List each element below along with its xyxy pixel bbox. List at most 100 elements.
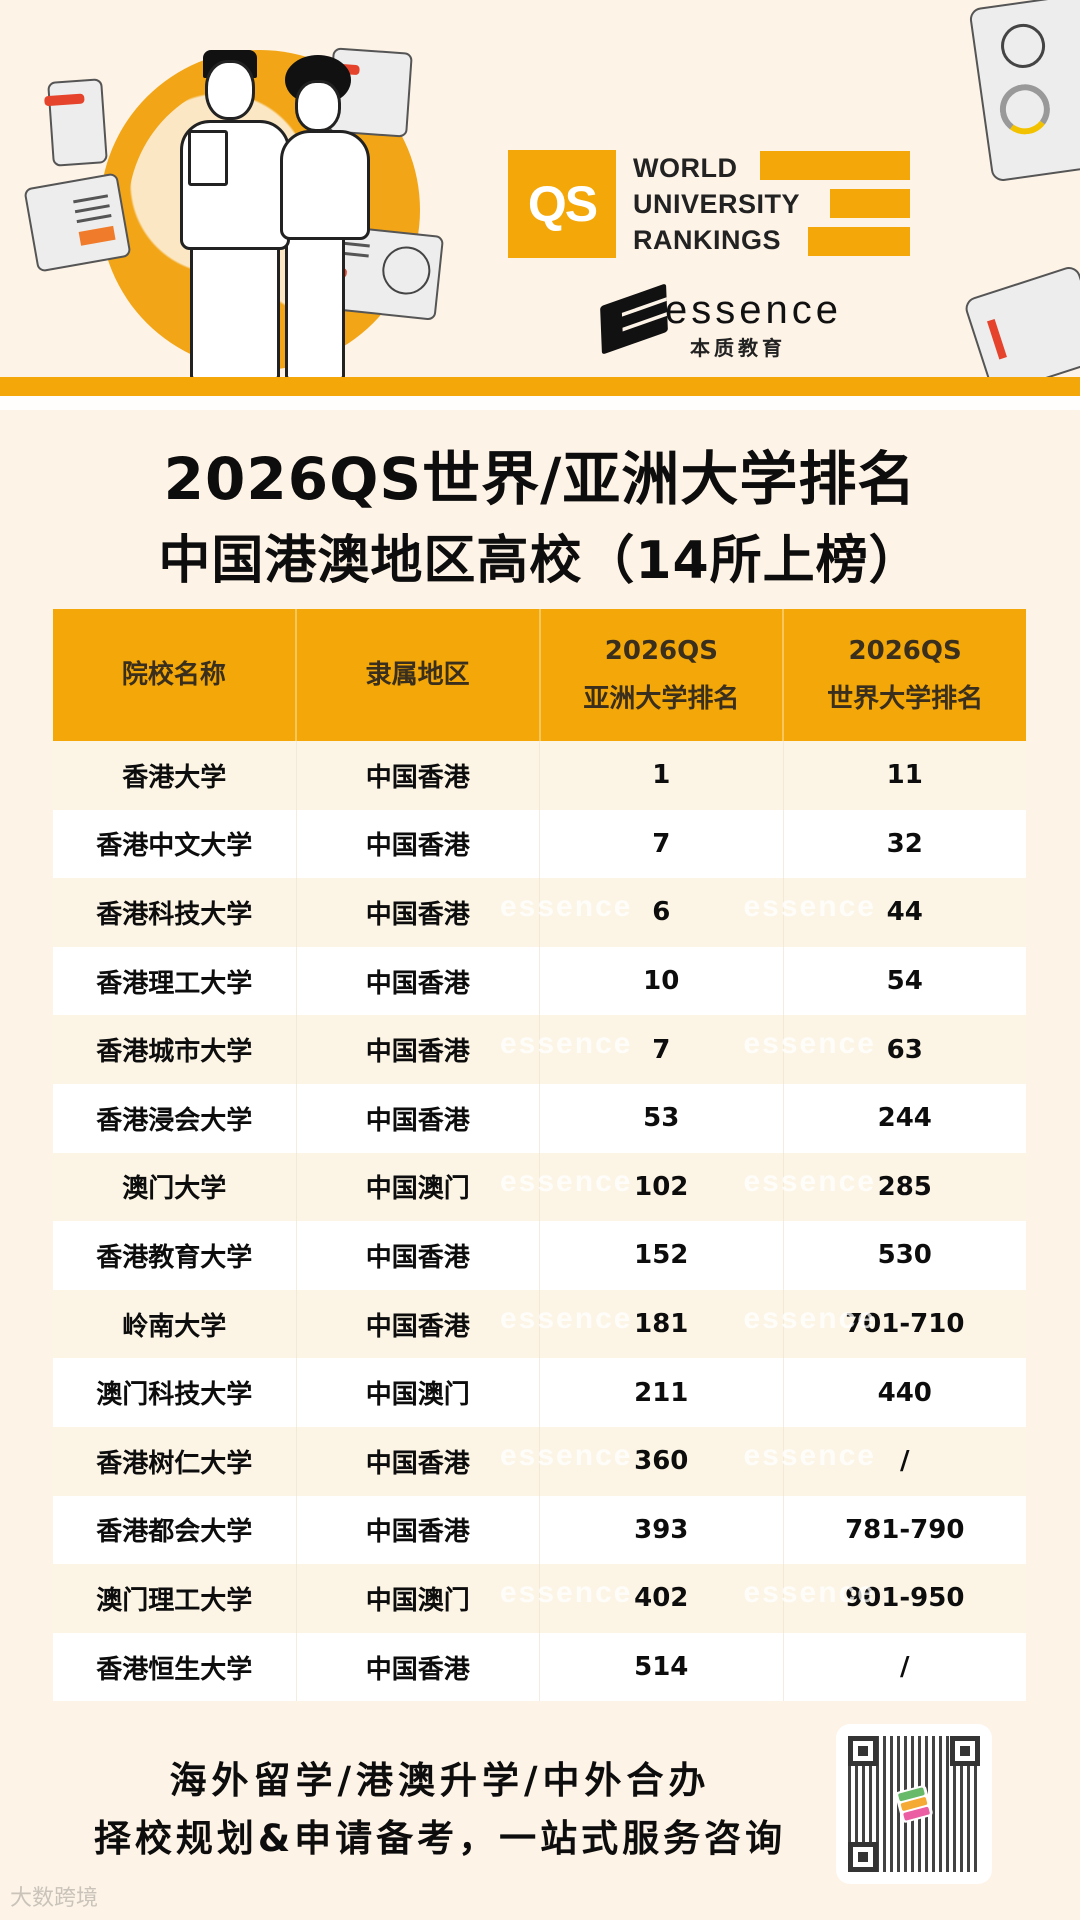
table-row: 香港浸会大学 中国香港 53 244 xyxy=(53,1083,1026,1153)
qs-logo-text: WORLD UNIVERSITY RANKINGS xyxy=(633,153,801,255)
divider xyxy=(0,396,1080,410)
cell-asia-rank: 211 xyxy=(540,1358,784,1427)
essence-logo-icon xyxy=(600,283,668,355)
cell-region: 中国香港 xyxy=(297,1495,540,1565)
person-figure xyxy=(280,130,370,240)
qr-code-icon[interactable] xyxy=(836,1724,992,1884)
header-school-name: 院校名称 xyxy=(53,609,297,741)
cell-region: 中国澳门 xyxy=(297,1358,540,1427)
cell-world-rank: 54 xyxy=(886,966,923,997)
cell-world-rank: 63 essence xyxy=(743,1027,923,1065)
cell-school-name: 澳门大学 xyxy=(53,1152,297,1222)
table-row: 香港树仁大学 中国香港 360 essence / essence xyxy=(53,1426,1026,1496)
cell-school-name: 岭南大学 xyxy=(53,1289,297,1359)
rankings-table: 院校名称 隶属地区 2026QS 亚洲大学排名 2026QS 世界大学排名 香港大学… xyxy=(53,609,1026,1702)
cell-school-name: 香港教育大学 xyxy=(53,1221,297,1290)
chart-card-icon xyxy=(44,78,108,167)
cell-region: 中国香港 xyxy=(297,1289,540,1359)
table-body: 香港大学 中国香港 1 11 香港中文大学 中国香港 7 32 香港科技大学 中国香港 6 essen… xyxy=(53,741,1026,1702)
essence-logo-text: essence xyxy=(665,288,842,332)
source-watermark: 大数跨境 xyxy=(10,1886,99,1911)
person-head xyxy=(205,60,255,120)
cell-asia-rank: 6 essence xyxy=(500,878,784,947)
cell-region: 中国香港 xyxy=(297,1221,540,1290)
table-row: 香港城市大学 中国香港 7 essence 63 essence xyxy=(53,1015,1026,1084)
cell-region: 中国香港 xyxy=(297,809,540,879)
cell-school-name: 香港中文大学 xyxy=(53,809,297,879)
cell-asia-rank: 181 essence xyxy=(500,1289,784,1359)
table-row: 澳门理工大学 中国澳门 402 essence 901-950 essence xyxy=(53,1564,1026,1633)
cell-world-rank: 285 essence xyxy=(743,1164,932,1202)
cell-school-name: 澳门科技大学 xyxy=(53,1358,297,1427)
qs-logo: QS xyxy=(508,150,616,258)
qr-pattern xyxy=(848,1736,980,1872)
cell-asia-rank: 402 essence xyxy=(500,1564,784,1633)
cell-school-name: 香港大学 xyxy=(53,741,297,810)
cell-asia-rank: 7 xyxy=(540,809,784,879)
cell-asia-rank: 10 xyxy=(540,946,784,1016)
cell-asia-rank: 7 essence xyxy=(500,1015,784,1084)
table-row: 香港理工大学 中国香港 10 54 xyxy=(53,946,1026,1016)
cell-school-name: 香港科技大学 xyxy=(53,878,297,947)
cell-school-name: 澳门理工大学 xyxy=(53,1564,297,1633)
person-figure xyxy=(190,240,280,377)
chart-card-icon xyxy=(962,263,1080,377)
table-row: 香港大学 中国香港 1 11 xyxy=(53,741,1026,810)
cell-school-name: 香港恒生大学 xyxy=(53,1632,297,1702)
page-title: 2026QS世界/亚洲大学排名 xyxy=(163,445,917,513)
table-row: 香港教育大学 中国香港 152 530 xyxy=(53,1221,1026,1290)
qs-logo-bar xyxy=(830,189,910,218)
cell-region: 中国香港 xyxy=(297,946,540,1016)
table-row: 香港中文大学 中国香港 7 32 xyxy=(53,809,1026,879)
qs-logo-bar xyxy=(760,151,910,180)
cell-region: 中国香港 xyxy=(297,1632,540,1702)
cell-asia-rank: 360 essence xyxy=(500,1426,784,1496)
cell-school-name: 香港树仁大学 xyxy=(53,1426,297,1496)
cell-region: 中国香港 xyxy=(297,1015,540,1084)
cell-region: 中国香港 xyxy=(297,1083,540,1153)
cell-world-rank: 32 xyxy=(886,828,923,859)
footer-consult: 择校规划&申请备考，一站式服务咨询 xyxy=(93,1817,787,1860)
chart-card-icon xyxy=(23,172,132,273)
cell-world-rank: 44 essence xyxy=(743,890,923,928)
cell-region: 中国香港 xyxy=(297,741,540,810)
cell-world-rank: 781-790 xyxy=(845,1514,965,1545)
chart-card-icon xyxy=(968,0,1080,183)
table-row: 香港科技大学 中国香港 6 essence 44 essence xyxy=(53,878,1026,947)
cell-world-rank: / xyxy=(900,1652,910,1683)
footer-services: 海外留学/港澳升学/中外合办 xyxy=(169,1759,711,1802)
cell-asia-rank: 1 xyxy=(540,741,784,810)
cell-world-rank: 244 xyxy=(877,1103,932,1134)
header-world-rank: 2026QS 世界大学排名 xyxy=(827,636,984,714)
table-row: 香港都会大学 中国香港 393 781-790 xyxy=(53,1495,1026,1565)
essence-logo-icon xyxy=(894,1784,934,1824)
illustration-people-globe xyxy=(23,20,450,377)
table-row: 澳门大学 中国澳门 102 essence 285 essence xyxy=(53,1152,1026,1222)
table-header: 院校名称 隶属地区 2026QS 亚洲大学排名 2026QS 世界大学排名 xyxy=(53,609,1026,741)
cell-world-rank: 901-950 essence xyxy=(743,1576,965,1614)
cell-world-rank: 440 xyxy=(877,1377,932,1408)
qs-logo-bar xyxy=(808,227,910,256)
cell-region: 中国澳门 xyxy=(297,1152,540,1222)
cell-world-rank: / essence xyxy=(743,1438,910,1477)
cell-world-rank: 11 xyxy=(886,760,923,791)
cell-asia-rank: 393 xyxy=(540,1495,784,1565)
header-asia-rank: 2026QS 亚洲大学排名 xyxy=(541,609,785,741)
essence-logo-cn: 本质教育 xyxy=(690,336,786,360)
header-region: 隶属地区 xyxy=(297,609,541,741)
person-figure xyxy=(285,230,345,377)
cell-school-name: 香港城市大学 xyxy=(53,1015,297,1084)
cell-region: 中国香港 xyxy=(297,1426,540,1496)
page-subtitle: 中国港澳地区高校（14所上榜） xyxy=(158,531,922,591)
cell-asia-rank: 152 xyxy=(540,1221,784,1290)
tablet-icon xyxy=(188,130,228,186)
cell-world-rank: 530 xyxy=(877,1240,932,1271)
table-row: 澳门科技大学 中国澳门 211 440 xyxy=(53,1358,1026,1427)
cell-asia-rank: 514 xyxy=(540,1632,784,1702)
table-row: 岭南大学 中国香港 181 essence 701-710 essence xyxy=(53,1289,1026,1359)
hero-banner: QS WORLD UNIVERSITY RANKINGS essence 本质教… xyxy=(0,0,1080,377)
cell-asia-rank: 53 xyxy=(540,1083,784,1153)
cell-region: 中国澳门 xyxy=(297,1564,540,1633)
cell-school-name: 香港都会大学 xyxy=(53,1495,297,1565)
person-head xyxy=(295,80,341,132)
